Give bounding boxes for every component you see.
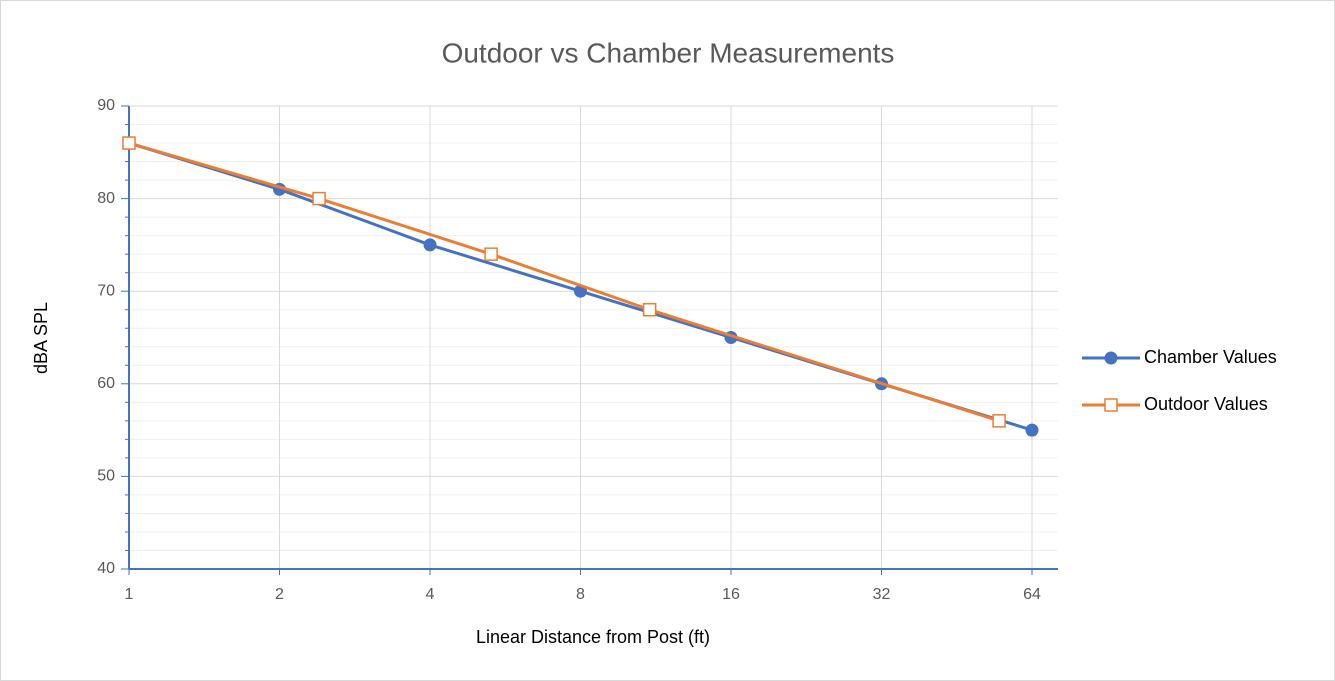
x-tick-label: 8 [576,586,585,603]
y-tick-label: 60 [97,375,115,392]
data-point [642,302,657,317]
data-point [1025,423,1039,437]
y-tick-label: 80 [97,190,115,207]
x-axis-label: Linear Distance from Post (ft) [476,627,710,647]
data-point [423,238,437,252]
y-tick-label: 50 [97,468,115,485]
legend-marker [1104,398,1118,412]
data-point [484,247,498,261]
legend-label: Outdoor Values [1144,394,1268,414]
x-tick-label: 16 [722,586,740,603]
data-point [122,136,136,150]
y-tick-label: 70 [97,282,115,299]
data-point [992,414,1006,428]
x-tick-label: 2 [275,586,284,603]
data-point [312,191,326,206]
x-tick-label: 1 [125,586,134,603]
y-tick-label: 90 [97,97,115,114]
x-tick-label: 32 [873,586,891,603]
y-axis-label: dBA SPL [31,302,51,374]
y-tick-label: 40 [97,560,115,577]
legend-marker [1104,351,1118,365]
x-tick-label: 64 [1023,586,1041,603]
x-tick-label: 4 [426,586,435,603]
legend-label: Chamber Values [1144,347,1277,367]
chart-title: Outdoor vs Chamber Measurements [442,37,895,68]
